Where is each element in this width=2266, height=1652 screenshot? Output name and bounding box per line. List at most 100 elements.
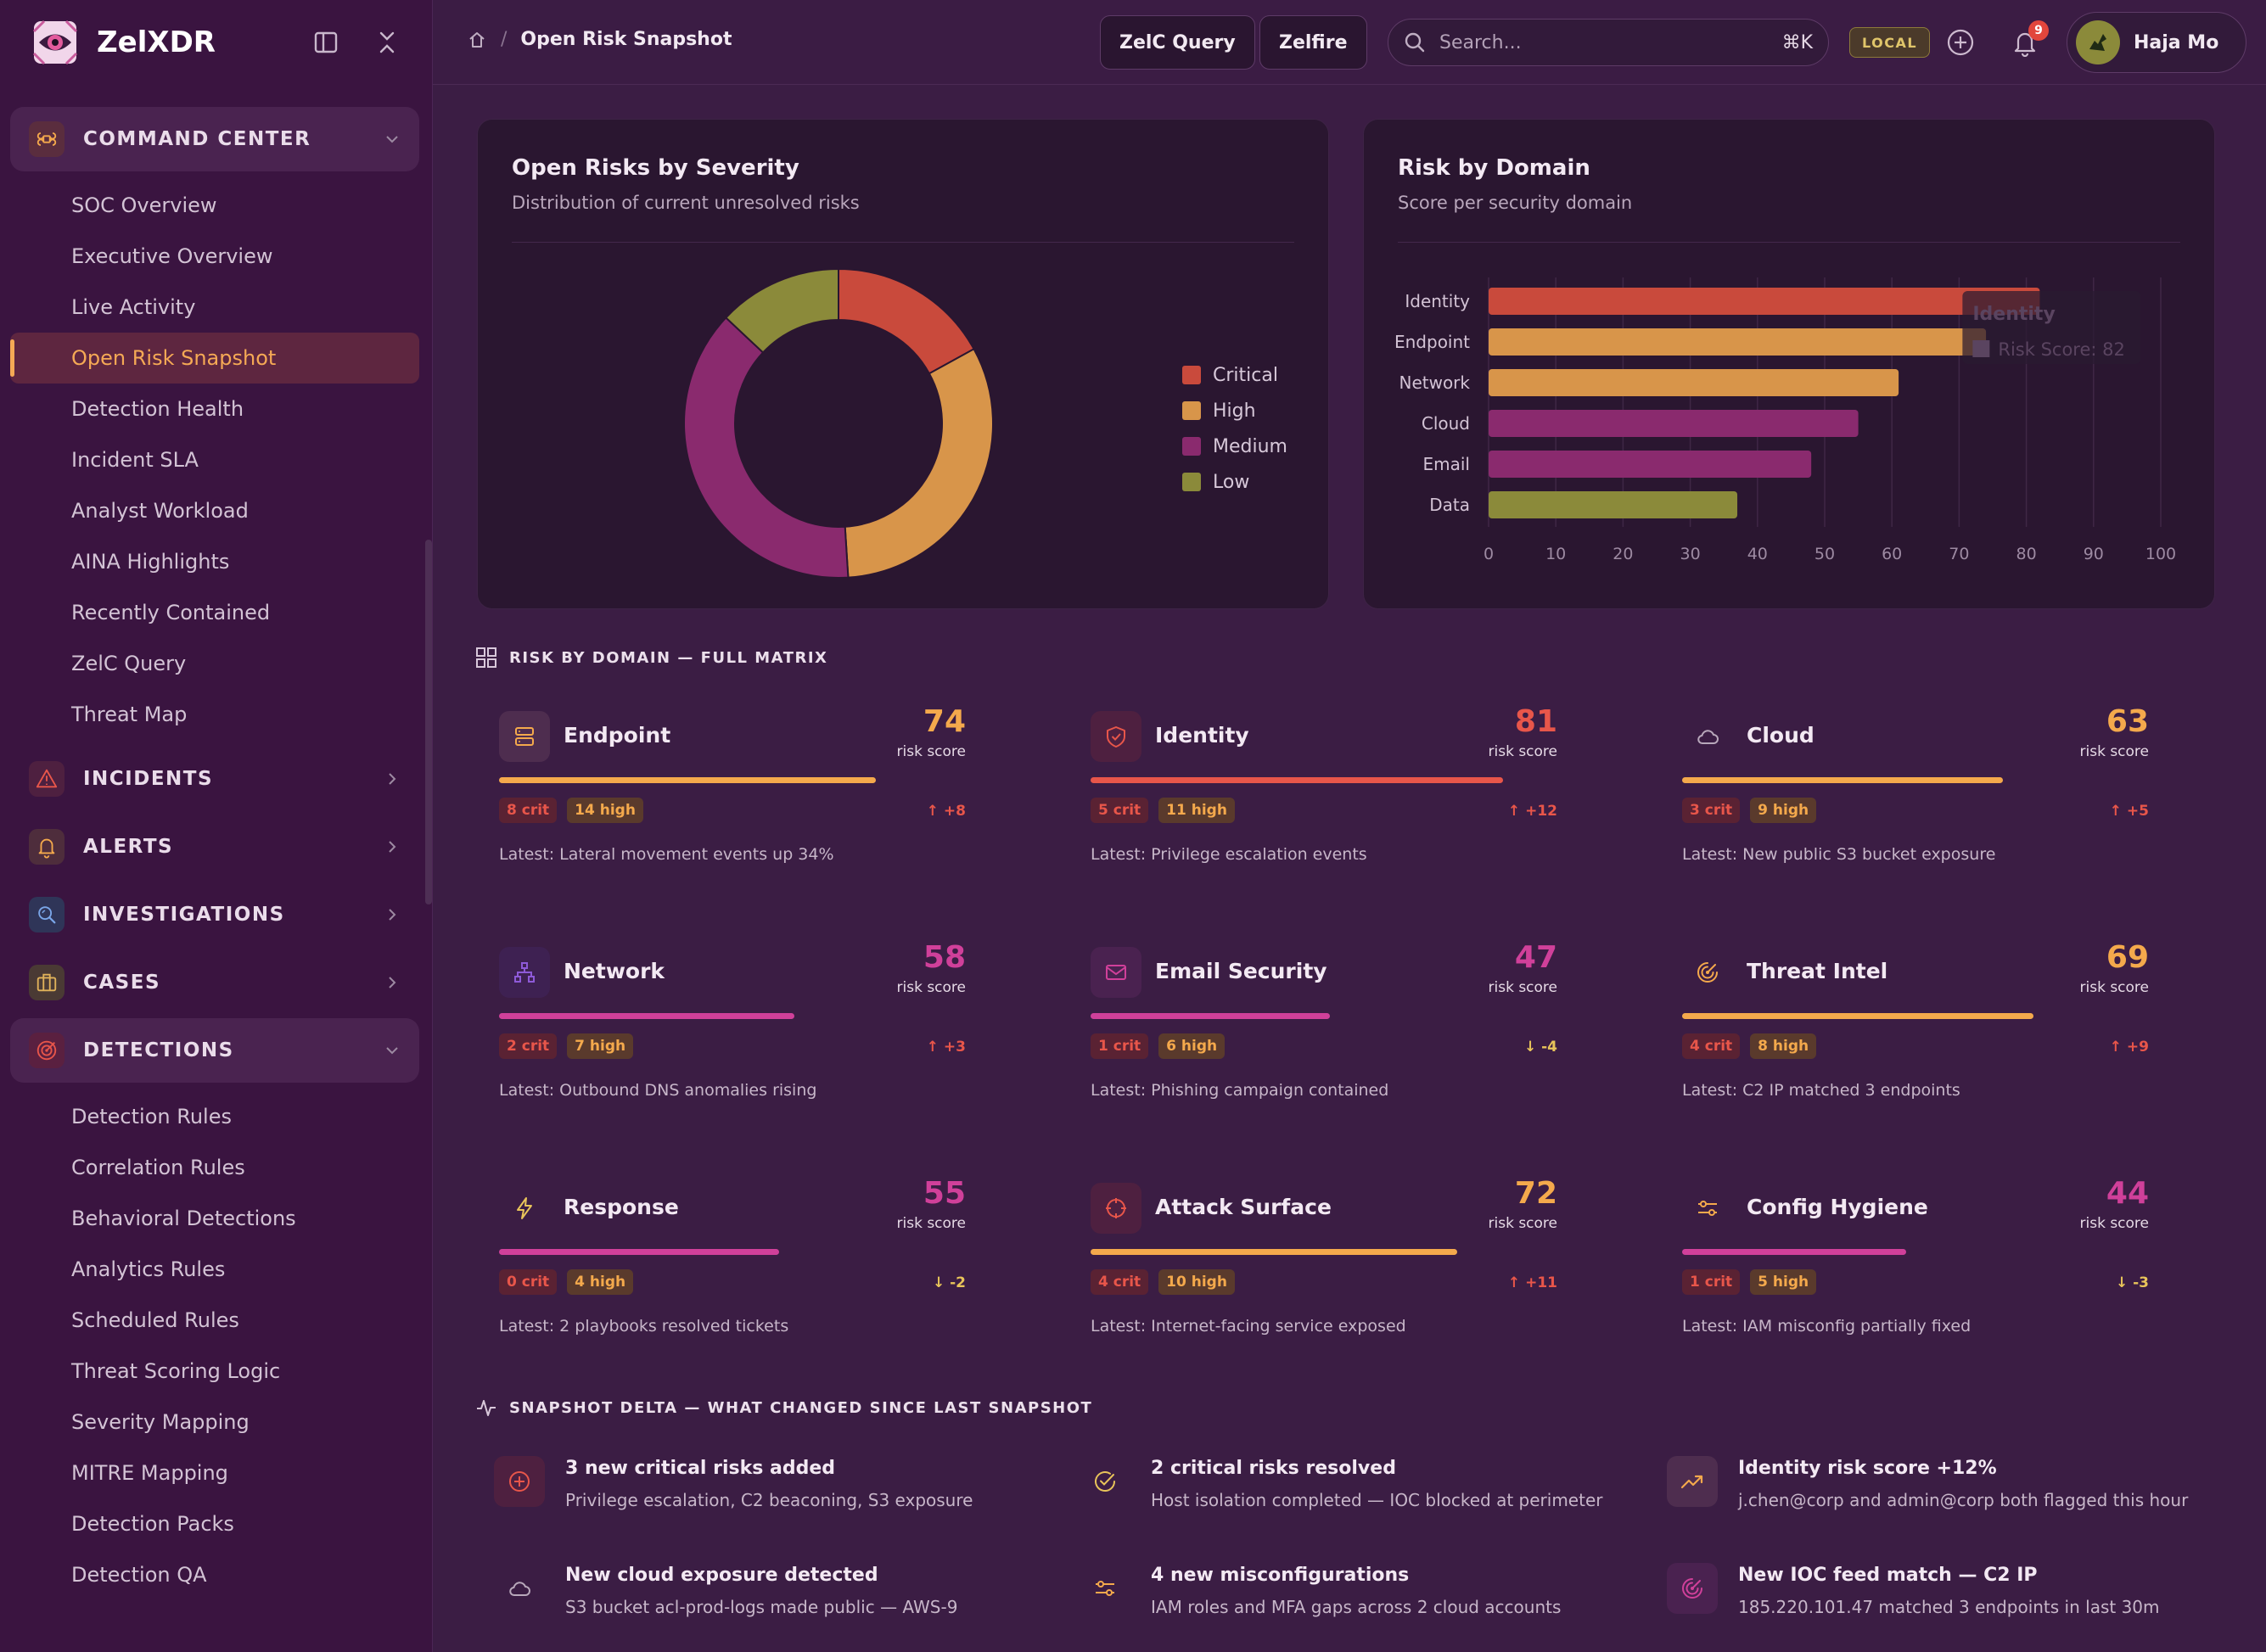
delta-item[interactable]: 2 critical risks resolved Host isolation … [1080, 1456, 1657, 1549]
card-risk-score: 44 [2106, 1176, 2149, 1211]
delta-item[interactable]: 4 new misconfigurations IAM roles and MFA… [1080, 1563, 1657, 1652]
sidebar-item-detection-health[interactable]: Detection Health [71, 397, 244, 421]
donut-slice-low[interactable] [724, 267, 839, 354]
sidebar-item-threat-scoring-logic[interactable]: Threat Scoring Logic [71, 1359, 281, 1383]
legend-swatch [1182, 401, 1201, 420]
sidebar-section-cases[interactable]: CASES [10, 950, 419, 1015]
critical-count-badge: 1 crit [1682, 1269, 1741, 1295]
brand[interactable]: ZelXDR [31, 17, 216, 68]
sidebar-item-analytics-rules[interactable]: Analytics Rules [71, 1257, 226, 1281]
delta-item[interactable]: Identity risk score +12% j.chen@corp and … [1667, 1456, 2244, 1549]
legend-item-medium[interactable]: Medium [1182, 428, 1287, 464]
sidebar-item-correlation-rules[interactable]: Correlation Rules [71, 1156, 245, 1179]
card-progress-track [1091, 1249, 1600, 1255]
sidebar-item-soc-overview[interactable]: SOC Overview [71, 193, 217, 217]
sidebar-section-alerts[interactable]: ALERTS [10, 815, 419, 879]
sidebar-item-aina-highlights[interactable]: AINA Highlights [71, 550, 230, 574]
trend-up-icon [1667, 1456, 1718, 1507]
donut-slice-medium[interactable] [683, 316, 850, 579]
card-trend: ↓ -3 [2115, 1274, 2149, 1291]
search-box[interactable]: ⌘K [1388, 19, 1829, 66]
risk-card-threat-intel[interactable]: Threat Intel 69 risk score 4 crit 8 high ↑ +9… [1658, 940, 2168, 1151]
card-score-label: risk score [2079, 1215, 2150, 1232]
bar-endpoint[interactable] [1489, 328, 1987, 356]
sidebar-item-recently-contained[interactable]: Recently Contained [71, 601, 271, 624]
chevron-right-icon [384, 906, 401, 923]
card-trend: ↑ +3 [926, 1039, 966, 1056]
sidebar-item-behavioral-detections[interactable]: Behavioral Detections [71, 1207, 296, 1230]
sidebar-item-mitre-mapping[interactable]: MITRE Mapping [71, 1461, 228, 1485]
user-menu[interactable]: Haja Mo [2067, 12, 2246, 73]
critical-count-badge: 8 crit [499, 798, 558, 823]
risk-card-cloud[interactable]: Cloud 63 risk score 3 crit 9 high ↑ +5 Latest:… [1658, 704, 2168, 915]
donut-slice-high[interactable] [844, 347, 994, 579]
critical-count-badge: 1 crit [1091, 1033, 1149, 1059]
sidebar-section-incidents[interactable]: INCIDENTS [10, 747, 419, 811]
card-score-label: risk score [896, 1215, 967, 1232]
legend-item-low[interactable]: Low [1182, 464, 1287, 500]
search-input[interactable] [1439, 31, 1769, 53]
bar-email[interactable] [1489, 451, 1812, 478]
breadcrumb-current: Open Risk Snapshot [520, 29, 732, 50]
sidebar-item-threat-map[interactable]: Threat Map [71, 703, 188, 726]
grid-icon [476, 647, 496, 668]
risk-card-identity[interactable]: Identity 81 risk score 5 crit 11 high ↑ +12 La… [1067, 704, 1576, 915]
add-button[interactable] [1943, 25, 1977, 59]
domain-panel-title: Risk by Domain [1398, 155, 1590, 181]
legend-item-critical[interactable]: Critical [1182, 357, 1287, 393]
sidebar-item-severity-mapping[interactable]: Severity Mapping [71, 1410, 250, 1434]
sidebar-item-scheduled-rules[interactable]: Scheduled Rules [71, 1308, 239, 1332]
card-risk-score: 74 [923, 704, 966, 739]
sidebar-item-detection-packs[interactable]: Detection Packs [71, 1512, 234, 1536]
sidebar-section-detections[interactable]: DETECTIONS [10, 1018, 419, 1083]
bar-data[interactable] [1489, 491, 1738, 518]
sidebar-item-detection-qa[interactable]: Detection QA [71, 1563, 207, 1587]
risk-card-email-security[interactable]: Email Security 47 risk score 1 crit 6 high ↓ … [1067, 940, 1576, 1151]
sidebar-item-live-activity[interactable]: Live Activity [71, 295, 196, 319]
high-count-badge: 11 high [1158, 798, 1235, 823]
home-icon[interactable] [467, 30, 487, 50]
risk-card-network[interactable]: Network 58 risk score 2 crit 7 high ↑ +3 Lates… [475, 940, 984, 1151]
delta-item[interactable]: 3 new critical risks added Privilege esca… [494, 1456, 1071, 1549]
bar-network[interactable] [1489, 369, 1899, 396]
x-tick-label: 30 [1680, 545, 1701, 563]
high-count-badge: 9 high [1750, 798, 1817, 823]
notifications-button[interactable]: 9 [2008, 20, 2049, 59]
sliders-icon [1080, 1563, 1130, 1614]
toggle-sidebar-button[interactable] [311, 27, 341, 58]
sidebar-item-detection-rules[interactable]: Detection Rules [71, 1105, 232, 1128]
domain-bar-chart[interactable]: 0 10 20 30 40 50 60 70 80 90 100 Identity Endpoint Ne… [1364, 247, 2179, 603]
zelc-query-button[interactable]: ZelC Query [1100, 15, 1255, 70]
sidebar-item-open-risk-snapshot[interactable]: Open Risk Snapshot [10, 333, 419, 384]
legend-item-high[interactable]: High [1182, 393, 1287, 428]
delta-item-detail: Privilege escalation, C2 beaconing, S3 e… [565, 1490, 973, 1510]
brand-name: ZelXDR [97, 25, 216, 59]
card-latest-event: Latest: C2 IP matched 3 endpoints [1682, 1081, 1960, 1100]
user-name: Haja Mo [2134, 31, 2219, 53]
collapse-all-button[interactable] [372, 27, 402, 58]
delta-item[interactable]: New cloud exposure detected S3 bucket acl… [494, 1563, 1071, 1652]
y-tick-label: Network [1399, 372, 1470, 393]
zelfire-button[interactable]: Zelfire [1259, 15, 1367, 70]
bar-identity[interactable] [1489, 288, 2040, 315]
sidebar-item-executive-overview[interactable]: Executive Overview [71, 244, 273, 268]
card-domain-name: Response [564, 1195, 679, 1219]
bar-cloud[interactable] [1489, 410, 1859, 437]
severity-donut-chart[interactable] [677, 262, 1000, 585]
risk-card-attack-surface[interactable]: Attack Surface 72 risk score 4 crit 10 high ↑… [1067, 1176, 1576, 1386]
card-progress-track [499, 1013, 1008, 1019]
sidebar-section-command-center[interactable]: COMMAND CENTER [10, 107, 419, 171]
risk-card-config-hygiene[interactable]: Config Hygiene 44 risk score 1 crit 5 high ↓ … [1658, 1176, 2168, 1386]
risk-card-endpoint[interactable]: Endpoint 74 risk score 8 crit 14 high ↑ +8 Lat… [475, 704, 984, 915]
sidebar-item-analyst-workload[interactable]: Analyst Workload [71, 499, 249, 523]
sidebar-item-incident-sla[interactable]: Incident SLA [71, 448, 199, 472]
sidebar-scrollbar[interactable] [425, 540, 432, 904]
donut-slice-critical[interactable] [838, 267, 975, 375]
sidebar-item-zelc-query[interactable]: ZelC Query [71, 652, 187, 675]
risk-card-response[interactable]: Response 55 risk score 0 crit 4 high ↓ -2 Late… [475, 1176, 984, 1386]
sidebar-section-investigations[interactable]: INVESTIGATIONS [10, 882, 419, 947]
delta-item[interactable]: New IOC feed match — C2 IP 185.220.101.47… [1667, 1563, 2244, 1652]
card-counts: 8 crit 14 high [499, 798, 643, 823]
card-latest-event: Latest: New public S3 bucket exposure [1682, 845, 1996, 864]
card-domain-name: Cloud [1747, 723, 1814, 748]
